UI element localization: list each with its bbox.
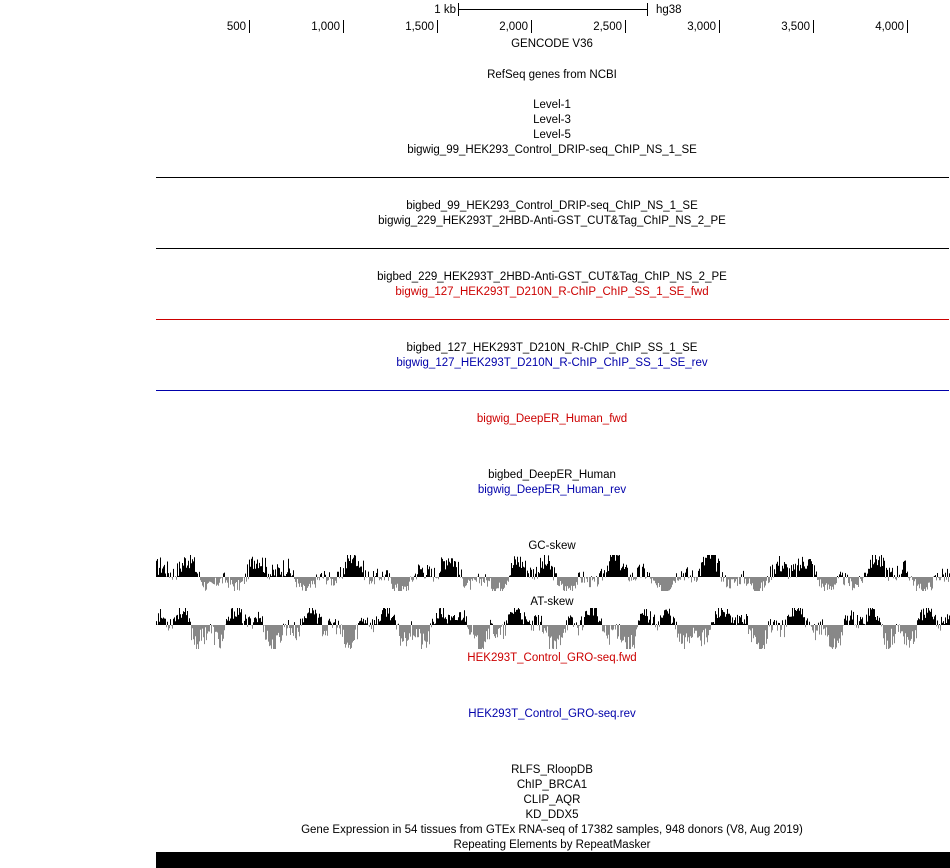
repeatmasker-track-bar[interactable] [156,852,950,868]
at-skew-signal[interactable] [156,606,950,652]
ruler-tick-4000: 4,000 [864,20,908,34]
scale-bar-right-tick [647,3,648,16]
track-label-level3[interactable]: Level-3 [533,114,571,126]
track-label-chip-brca1[interactable]: ChIP_BRCA1 [516,779,588,791]
track-label-kd-ddx5[interactable]: KD_DDX5 [525,809,579,821]
drip-bigwig-baseline [156,177,949,178]
ruler-tick-3500: 3,500 [770,20,814,34]
track-label-rchip-rev[interactable]: bigwig_127_HEK293T_D210N_R-ChIP_ChIP_SS_… [396,357,708,369]
assembly-label: hg38 [656,4,682,16]
track-label-gro-rev[interactable]: HEK293T_Control_GRO-seq.rev [468,708,636,720]
track-label-refseq[interactable]: RefSeq genes from NCBI [487,69,617,81]
track-label-drip-bigwig[interactable]: bigwig_99_HEK293_Control_DRIP-seq_ChIP_N… [407,144,697,156]
track-label-rchip-fwd[interactable]: bigwig_127_HEK293T_D210N_R-ChIP_ChIP_SS_… [395,286,709,298]
track-label-repeatmasker[interactable]: Repeating Elements by RepeatMasker [453,839,651,851]
track-label-cut-bigwig[interactable]: bigwig_229_HEK293T_2HBD-Anti-GST_CUT&Tag… [378,215,726,227]
gc-skew-negative-signal [156,577,950,591]
track-label-at-skew[interactable]: AT-skew [530,596,574,608]
at-skew-negative-signal [156,625,950,649]
track-label-rchip-bigbed[interactable]: bigbed_127_HEK293T_D210N_R-ChIP_ChIP_SS_… [406,342,698,354]
cut-bigwig-baseline [156,248,949,249]
track-label-rlfs[interactable]: RLFS_RloopDB [511,764,593,776]
track-label-gc-skew[interactable]: GC-skew [528,540,576,552]
track-label-gencode[interactable]: GENCODE V36 [511,38,593,50]
track-label-deeper-bigbed[interactable]: bigbed_DeepER_Human [488,469,616,481]
track-label-clip-aqr[interactable]: CLIP_AQR [523,794,581,806]
at-skew-positive-signal [156,608,950,625]
track-label-gro-fwd[interactable]: HEK293T_Control_GRO-seq.fwd [467,652,637,664]
ruler-tick-2500: 2,500 [582,20,626,34]
ruler-tick-500: 500 [206,20,250,34]
track-label-deeper-fwd[interactable]: bigwig_DeepER_Human_fwd [476,413,628,425]
track-label-cut-bigbed[interactable]: bigbed_229_HEK293T_2HBD-Anti-GST_CUT&Tag… [377,271,727,283]
rchip-rev-baseline [156,390,949,391]
track-label-drip-bigbed[interactable]: bigbed_99_HEK293_Control_DRIP-seq_ChIP_N… [406,200,698,212]
ruler-tick-1500: 1,500 [394,20,438,34]
gc-skew-signal[interactable] [156,553,950,593]
scale-bar-line [458,9,648,10]
ruler-tick-2000: 2,000 [488,20,532,34]
track-label-level5[interactable]: Level-5 [533,129,571,141]
track-label-gtex[interactable]: Gene Expression in 54 tissues from GTEx … [301,824,803,836]
rchip-fwd-baseline [156,319,949,320]
scale-bar-label: 1 kb [434,4,456,16]
gc-skew-positive-signal [156,555,950,577]
track-label-level1[interactable]: Level-1 [533,99,571,111]
ruler-tick-1000: 1,000 [300,20,344,34]
ruler-tick-3000: 3,000 [676,20,720,34]
track-label-deeper-rev[interactable]: bigwig_DeepER_Human_rev [477,484,627,496]
